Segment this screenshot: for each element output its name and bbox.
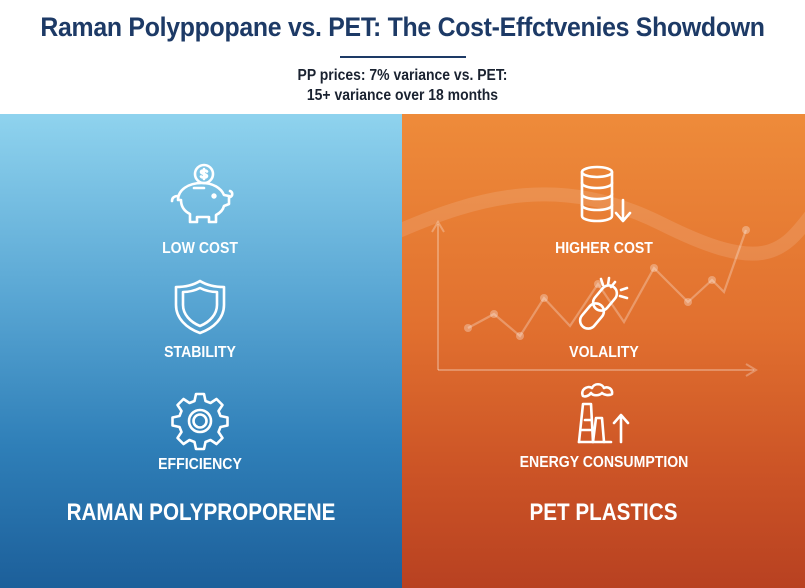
volatility-item: VOLALITY [484, 276, 724, 370]
left-panel-title: RAMAN POLYPROPORENE [66, 499, 336, 526]
subtitle: PP prices: 7% variance vs. PET: 15+ vari… [40, 66, 765, 106]
efficiency-item: EFFICIENCY [80, 390, 320, 480]
title-divider [340, 56, 466, 58]
efficiency-label: EFFICIENCY [158, 456, 242, 473]
stability-label: STABILITY [164, 344, 236, 361]
subtitle-line-1: PP prices: 7% variance vs. PET: [297, 67, 508, 84]
left-panel-raman-polypropylene: LOW COST STABILITY EFFICIENCY RAMAN POLY… [0, 114, 402, 588]
stability-item: STABILITY [80, 278, 320, 368]
page-title: Raman Polyppopane vs. PET: The Cost-Effc… [40, 12, 765, 42]
shield-icon [174, 279, 226, 335]
energy-consumption-item: ENERGY CONSUMPTION [484, 380, 724, 480]
header: Raman Polyppopane vs. PET: The Cost-Effc… [0, 0, 805, 114]
right-panel-pet-plastics: HIGHER COST VOLALITY ENERGY CONSUMPTION [402, 114, 805, 588]
low-cost-item: LOW COST [80, 160, 320, 270]
coin-stack-down-icon [580, 165, 632, 223]
piggy-bank-icon [170, 163, 234, 224]
broken-chain-icon [578, 276, 629, 330]
low-cost-label: LOW COST [162, 240, 238, 257]
higher-cost-item: HIGHER COST [484, 160, 724, 270]
subtitle-line-2: 15+ variance over 18 months [306, 87, 499, 104]
background-trend-chart-graphic [402, 187, 805, 377]
gear-icon [171, 392, 229, 451]
energy-consumption-label: ENERGY CONSUMPTION [519, 454, 689, 471]
higher-cost-label: HIGHER COST [555, 240, 653, 257]
factory-icon [577, 382, 630, 444]
volatility-label: VOLALITY [569, 344, 639, 361]
right-panel-title: PET PLASTICS [529, 499, 678, 526]
